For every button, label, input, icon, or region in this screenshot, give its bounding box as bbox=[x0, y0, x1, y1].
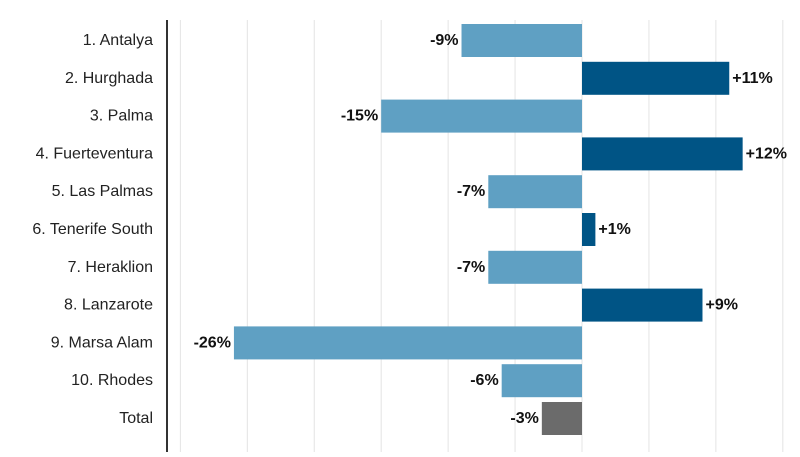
category-labels: 1. Antalya 2. Hurghada 3. Palma 4. Fuerteve… bbox=[32, 32, 153, 427]
category-label: 4. Fuerteventura bbox=[36, 145, 154, 162]
value-label: -15% bbox=[341, 108, 378, 125]
value-label: -3% bbox=[510, 410, 538, 427]
value-label: +12% bbox=[746, 145, 787, 162]
category-label: 2. Hurghada bbox=[65, 70, 153, 87]
bar bbox=[488, 175, 582, 209]
category-label: 5. Las Palmas bbox=[52, 183, 153, 200]
value-label: -9% bbox=[430, 32, 458, 49]
bar bbox=[461, 24, 582, 57]
category-label: 9. Marsa Alam bbox=[51, 334, 153, 351]
category-label: 7. Heraklion bbox=[68, 259, 153, 276]
value-label: +1% bbox=[598, 221, 630, 238]
value-label: +9% bbox=[705, 297, 737, 314]
bar bbox=[582, 61, 730, 95]
bars bbox=[233, 24, 743, 435]
value-label: -7% bbox=[457, 183, 485, 200]
value-label: -7% bbox=[457, 259, 485, 276]
category-label: 1. Antalya bbox=[83, 32, 153, 49]
category-label: 6. Tenerife South bbox=[32, 221, 153, 238]
bar bbox=[381, 99, 582, 133]
value-labels: -9% +11% -15% +12% -7% +1% -7% +9% -26% -6% -3% bbox=[194, 32, 787, 427]
category-label: Total bbox=[119, 410, 153, 427]
bar bbox=[233, 326, 582, 360]
bar bbox=[501, 364, 582, 398]
category-label: 8. Lanzarote bbox=[64, 297, 153, 314]
value-label: +11% bbox=[732, 70, 772, 87]
value-label: -26% bbox=[194, 334, 231, 351]
bar-total bbox=[541, 402, 582, 435]
bar bbox=[582, 137, 743, 171]
bar bbox=[582, 213, 596, 246]
category-label: 10. Rhodes bbox=[71, 372, 153, 389]
bar bbox=[582, 288, 703, 322]
category-label: 3. Palma bbox=[90, 108, 153, 125]
value-label: -6% bbox=[470, 372, 498, 389]
bar bbox=[488, 250, 582, 284]
